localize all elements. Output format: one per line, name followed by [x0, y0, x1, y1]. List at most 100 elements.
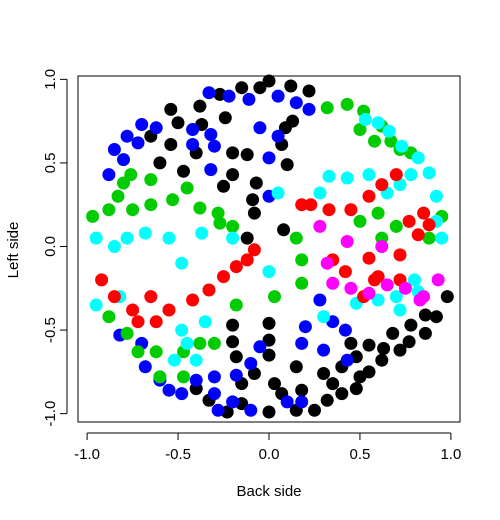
point-black — [386, 326, 400, 340]
point-blue — [207, 139, 221, 153]
point-red — [371, 270, 385, 284]
point-red — [375, 178, 389, 192]
point-red — [362, 189, 376, 203]
point-red — [247, 243, 261, 257]
point-magenta — [313, 219, 327, 233]
point-black — [240, 231, 254, 245]
y-tick-label: -1.0 — [42, 401, 59, 427]
point-black — [440, 290, 454, 304]
x-tick-label: -0.5 — [165, 446, 191, 463]
point-blue — [289, 96, 303, 110]
point-cyan — [162, 231, 176, 245]
point-magenta — [398, 281, 412, 295]
point-green — [120, 326, 134, 340]
point-green — [144, 198, 158, 212]
point-black — [240, 148, 254, 162]
point-blue — [226, 395, 240, 409]
point-cyan — [226, 231, 240, 245]
point-green — [180, 181, 194, 195]
point-red — [362, 251, 376, 265]
point-green — [193, 201, 207, 215]
points-layer — [86, 74, 454, 419]
x-tick-label: 0.5 — [350, 446, 371, 463]
point-cyan — [175, 323, 189, 337]
point-cyan — [422, 166, 436, 180]
point-green — [353, 214, 367, 228]
point-cyan — [395, 139, 409, 153]
point-blue — [149, 121, 163, 135]
point-black — [402, 335, 416, 349]
point-green — [149, 345, 163, 359]
point-black — [229, 350, 243, 364]
point-cyan — [408, 273, 421, 287]
point-black — [164, 102, 178, 116]
point-cyan — [167, 353, 181, 367]
point-cyan — [429, 189, 443, 203]
point-blue — [117, 153, 130, 167]
point-black — [353, 370, 367, 384]
point-black — [320, 393, 334, 407]
point-black — [247, 367, 261, 380]
point-cyan — [411, 151, 425, 165]
point-blue — [244, 357, 258, 370]
point-cyan — [107, 240, 121, 253]
point-blue — [317, 343, 331, 357]
point-magenta — [431, 273, 445, 287]
point-green — [353, 123, 367, 136]
point-black — [404, 318, 418, 332]
point-green — [193, 336, 207, 350]
point-cyan — [340, 171, 354, 185]
point-green — [111, 189, 125, 203]
point-black — [171, 116, 185, 130]
point-blue — [138, 360, 152, 374]
point-blue — [222, 89, 236, 103]
point-cyan — [404, 168, 418, 182]
point-blue — [131, 136, 145, 150]
point-red — [393, 248, 407, 262]
point-blue — [295, 395, 309, 409]
point-magenta — [375, 240, 389, 253]
point-black — [249, 176, 263, 190]
point-cyan — [322, 169, 336, 183]
point-green — [211, 206, 225, 220]
point-black — [226, 335, 240, 349]
point-red — [144, 290, 158, 304]
point-red — [411, 228, 425, 242]
point-red — [417, 206, 431, 220]
point-cyan — [389, 290, 403, 304]
point-green — [295, 276, 309, 290]
point-magenta — [380, 278, 394, 292]
point-cyan — [271, 186, 285, 200]
point-cyan — [198, 315, 212, 329]
point-blue — [211, 403, 225, 417]
point-blue — [302, 102, 316, 116]
point-cyan — [371, 116, 385, 130]
point-black — [268, 377, 281, 391]
point-blue — [107, 143, 121, 156]
point-blue — [298, 320, 312, 334]
point-blue — [280, 395, 294, 409]
point-blue — [162, 383, 176, 397]
point-green — [126, 203, 140, 217]
point-red — [402, 214, 416, 228]
point-black — [295, 383, 309, 397]
point-blue — [244, 403, 258, 417]
point-black — [335, 387, 349, 401]
x-axis: -1.0 -0.5 0.0 0.5 1.0 — [74, 432, 461, 463]
point-red — [295, 198, 309, 212]
point-cyan — [120, 231, 134, 245]
point-cyan — [393, 303, 407, 317]
point-cyan — [138, 226, 152, 240]
point-red — [389, 168, 403, 182]
point-black — [217, 179, 230, 193]
point-black — [418, 326, 432, 340]
point-blue — [204, 163, 218, 177]
point-blue — [207, 370, 221, 384]
point-green — [295, 253, 309, 267]
point-green — [102, 203, 116, 217]
point-red — [338, 265, 352, 279]
point-green — [268, 290, 281, 304]
point-green — [384, 134, 398, 148]
point-blue — [262, 151, 276, 165]
point-cyan — [371, 293, 385, 307]
